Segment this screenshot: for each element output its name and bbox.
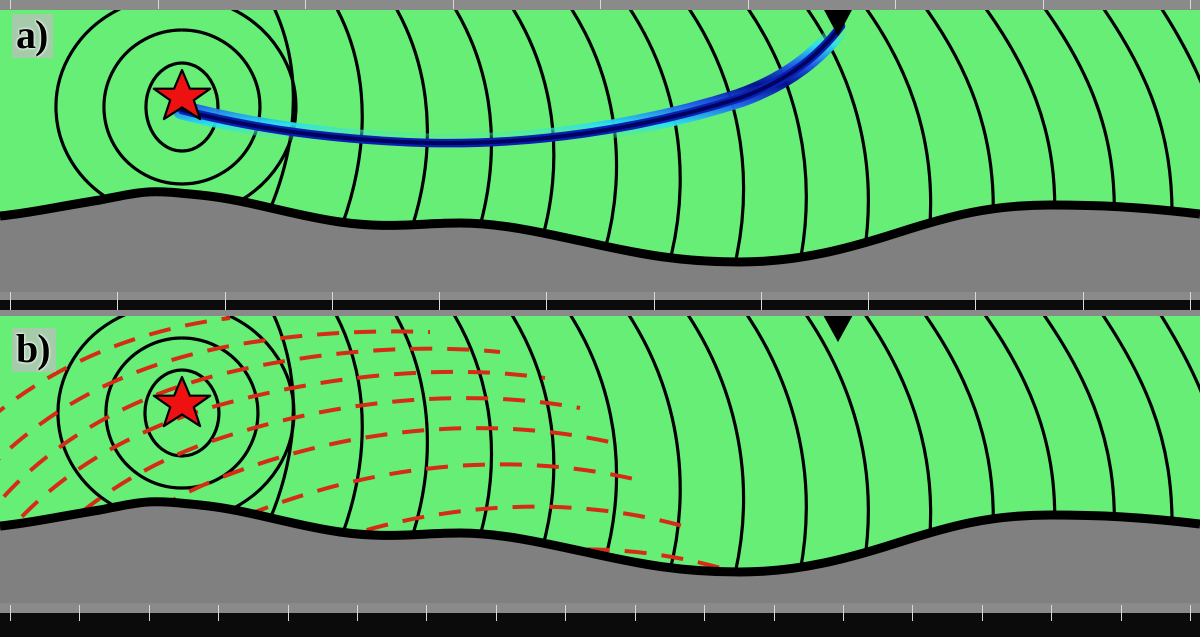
frame-tick [117, 292, 118, 310]
panel-label-a: a) [12, 14, 54, 58]
frame-tick [10, 0, 11, 9]
inter-panel-gap [0, 300, 1200, 310]
frame-tick [426, 605, 427, 621]
seismic-station-triangle-a [824, 10, 852, 37]
panel-a-bottom-frame [0, 292, 1200, 300]
frame-tick [600, 0, 601, 9]
frame-tick [225, 292, 226, 310]
frame-tick [1190, 0, 1191, 9]
frame-tick [704, 605, 705, 621]
frame-tick [305, 0, 306, 9]
frame-tick [774, 605, 775, 621]
bottom-frame-bar [0, 603, 1200, 613]
bottom-dark-bar [0, 613, 1200, 637]
panel-b [0, 316, 1200, 603]
frame-tick [288, 605, 289, 621]
frame-tick [10, 605, 11, 621]
frame-tick [158, 0, 159, 9]
velocity-interface-b [0, 497, 1200, 577]
frame-tick [565, 605, 566, 621]
velocity-interface-a [0, 187, 1200, 267]
frame-tick [453, 0, 454, 9]
frame-tick [761, 292, 762, 310]
panel-b-canvas [0, 316, 1200, 603]
seismic-station-triangle-b [823, 316, 853, 343]
frame-tick [1190, 292, 1191, 310]
frame-tick [10, 292, 11, 310]
panel-label-b: b) [12, 328, 56, 372]
frame-tick [868, 292, 869, 310]
frame-tick [1083, 292, 1084, 310]
panel-a [0, 10, 1200, 292]
frame-tick [912, 605, 913, 621]
panel-b-top-frame [0, 310, 1200, 316]
frame-tick [654, 292, 655, 310]
frame-tick [975, 292, 976, 310]
frame-tick [1190, 605, 1191, 621]
frame-tick [79, 605, 80, 621]
frame-tick [546, 292, 547, 310]
direct-ray-a-center [180, 24, 843, 146]
frame-tick [1121, 605, 1122, 621]
frame-tick [439, 292, 440, 310]
frame-tick [218, 605, 219, 621]
frame-tick [357, 605, 358, 621]
frame-tick [843, 605, 844, 621]
frame-tick [895, 0, 896, 9]
frame-tick [635, 605, 636, 621]
frame-tick [748, 0, 749, 9]
frame-tick [1051, 605, 1052, 621]
panel-a-canvas [0, 10, 1200, 292]
frame-tick [982, 605, 983, 621]
earthquake-source-star-b [152, 375, 212, 428]
frame-tick [1043, 0, 1044, 9]
earthquake-source-star-a [152, 68, 212, 121]
frame-tick [496, 605, 497, 621]
frame-tick [149, 605, 150, 621]
wavefront-contours-black-b [56, 316, 1200, 572]
frame-tick [332, 292, 333, 310]
